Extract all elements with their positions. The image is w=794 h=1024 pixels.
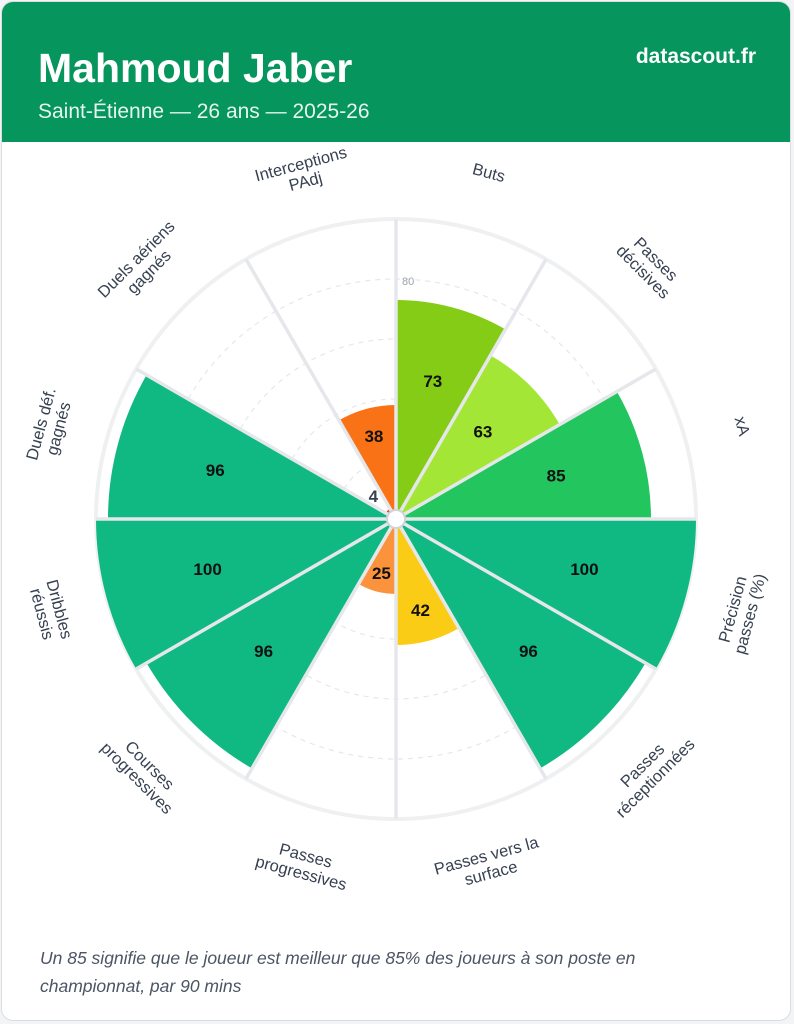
metric-label: Dribblesréussis [25,578,75,646]
separator-line [135,367,397,521]
metric-label: Buts [470,160,507,186]
value-wedge [396,519,696,669]
background-wedge [246,519,396,820]
metric-label-line: Buts [470,160,507,186]
metric-label: Passesprogressives [253,835,353,894]
metric-label: Passes vers lasurface [432,833,546,896]
separator-line [135,517,397,671]
value-label: 63 [473,423,492,442]
brand-logo: datascout.fr [635,45,756,68]
background-wedge [136,259,396,519]
value-label: 96 [519,642,538,661]
player-subtitle: Saint-Étienne — 26 ans — 2025-26 [38,100,370,123]
value-label: 73 [423,372,442,391]
separator-line [395,517,657,671]
separator-line [244,258,398,520]
separator-line [395,367,657,521]
metric-label: Duels aériensgagnés [95,218,192,315]
footnote: Un 85 signifie que le joueur est meilleu… [40,948,636,996]
value-wedge [108,375,396,519]
metric-label: Duels déf.gagnés [23,386,77,467]
value-label: 4 [369,487,379,506]
card-header: Mahmoud Jaber Saint-Étienne — 26 ans — 2… [2,2,790,142]
value-label: 25 [372,564,391,583]
metric-label: Passesdécisives [612,229,685,302]
player-name: Mahmoud Jaber [38,45,353,91]
value-label: 96 [254,642,273,661]
center-dot [386,509,406,529]
metric-label: Précisionpasses (%) [714,567,770,656]
value-label: 38 [364,427,383,446]
separator-line [244,518,398,780]
value-wedge [396,519,459,645]
value-wedge [396,519,646,769]
separator-line [394,518,548,780]
metric-label-line: xA [731,415,753,438]
value-wedge [396,300,506,519]
metric-label: Passesréceptionnées [600,723,699,822]
value-wedge [96,519,396,669]
gridline-label: 80 [402,276,414,288]
value-wedge [339,405,396,519]
value-label: 100 [193,560,221,579]
value-label: 100 [570,560,598,579]
chart-body: 80 73 63 85 100 96 42 25 96 100 96 4 38 Buts Passesdéc… [23,144,770,896]
metric-label: xA [731,415,753,438]
value-wedge [396,391,651,519]
value-label: 96 [206,461,225,480]
value-wedge [396,355,560,519]
value-wedge [146,519,396,769]
metric-label: InterceptionsPAdj [253,144,354,203]
value-label: 42 [411,601,430,620]
separator-line [394,258,548,520]
metric-label: Coursesprogressives [97,726,189,818]
value-label: 85 [547,467,566,486]
